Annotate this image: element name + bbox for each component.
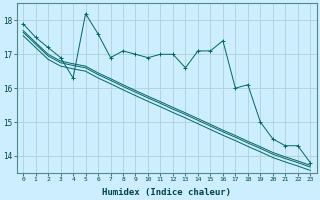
X-axis label: Humidex (Indice chaleur): Humidex (Indice chaleur) bbox=[102, 188, 231, 197]
